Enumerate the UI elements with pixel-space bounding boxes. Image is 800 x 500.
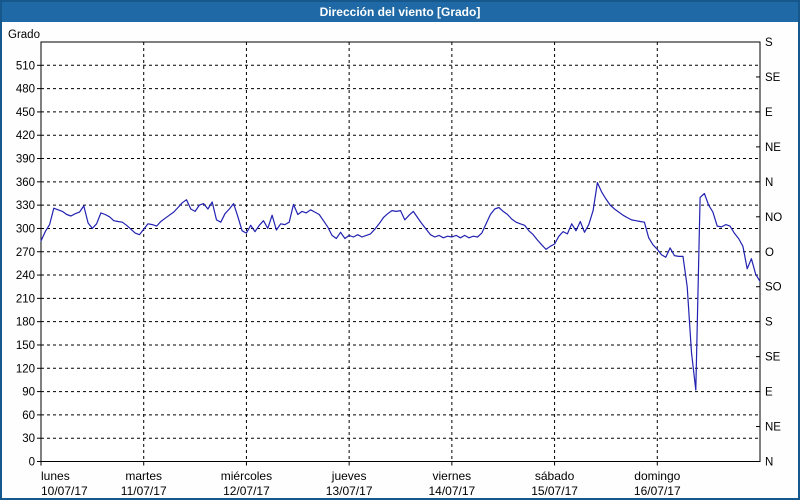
plot-background: [41, 42, 760, 462]
x-day-label: martes: [125, 469, 162, 483]
chart-title: Dirección del viento [Grado]: [319, 5, 481, 19]
y-right-tick-label: SE: [765, 352, 781, 364]
y-right-tick-label: S: [765, 37, 773, 49]
y-right-tick-label: S: [765, 317, 773, 329]
y-left-tick-label: 450: [16, 107, 35, 119]
y-left-tick-label: 0: [29, 457, 35, 469]
x-day-label: jueves: [331, 469, 367, 483]
chart-title-bar: Dirección del viento [Grado]: [2, 2, 798, 22]
y-left-tick-label: 420: [16, 130, 35, 142]
y-axis-caption-grado: Grado: [8, 29, 40, 41]
y-left-tick-label: 270: [16, 247, 35, 259]
chart-area: 0 30 60 90 120 150 180 210 240 270 300 330 360 390 420…: [2, 24, 798, 498]
y-left-tick-label: 30: [22, 433, 35, 445]
y-right-tick-label: SO: [765, 282, 782, 294]
y-right-tick-label: NE: [765, 422, 781, 434]
y-right-tick-label: N: [765, 177, 773, 189]
wind-direction-line: [40, 182, 761, 391]
x-date-label: 16/07/17: [634, 484, 681, 498]
y-right-tick-label: N: [765, 457, 773, 469]
y-right-tick-label: O: [765, 247, 774, 259]
y-left-tick-label: 90: [22, 387, 35, 399]
y-right-tick-label: SE: [765, 72, 781, 84]
y-left-tick-label: 390: [16, 154, 35, 166]
x-date-label: 15/07/17: [531, 484, 578, 498]
y-left-tick-label: 480: [16, 84, 35, 96]
y-left-tick-label: 300: [16, 223, 35, 235]
y-left-tick-label: 210: [16, 293, 35, 305]
y-right-tick-label: NO: [765, 212, 782, 224]
y-left-tick-label: 510: [16, 60, 35, 72]
y-left-tick-label: 120: [16, 363, 35, 375]
wind-direction-chart: 0 30 60 90 120 150 180 210 240 270 300 330 360 390 420…: [8, 29, 782, 498]
y-left-tick-label: 360: [16, 177, 35, 189]
y-left-tick-label: 150: [16, 340, 35, 352]
x-date-label: 11/07/17: [121, 484, 167, 498]
y-left-tick-label: 180: [16, 317, 35, 329]
x-date-label: 14/07/17: [428, 484, 475, 498]
y-left-tick-label: 60: [22, 410, 35, 422]
y-right-tick-label: NE: [765, 142, 781, 154]
x-day-label: domingo: [634, 469, 680, 483]
x-date-label: 13/07/17: [326, 484, 373, 498]
y-right-tick-label: E: [765, 107, 773, 119]
x-date-label: 12/07/17: [223, 484, 270, 498]
x-day-label: lunes: [41, 469, 70, 483]
x-day-label: miércoles: [221, 469, 272, 483]
x-day-label: viernes: [433, 469, 472, 483]
y-right-tick-label: E: [765, 387, 773, 399]
x-day-label: sábado: [535, 469, 575, 483]
y-left-tick-label: 240: [16, 270, 35, 282]
y-left-tick-label: 330: [16, 200, 35, 212]
x-date-label: 10/07/17: [41, 484, 88, 498]
